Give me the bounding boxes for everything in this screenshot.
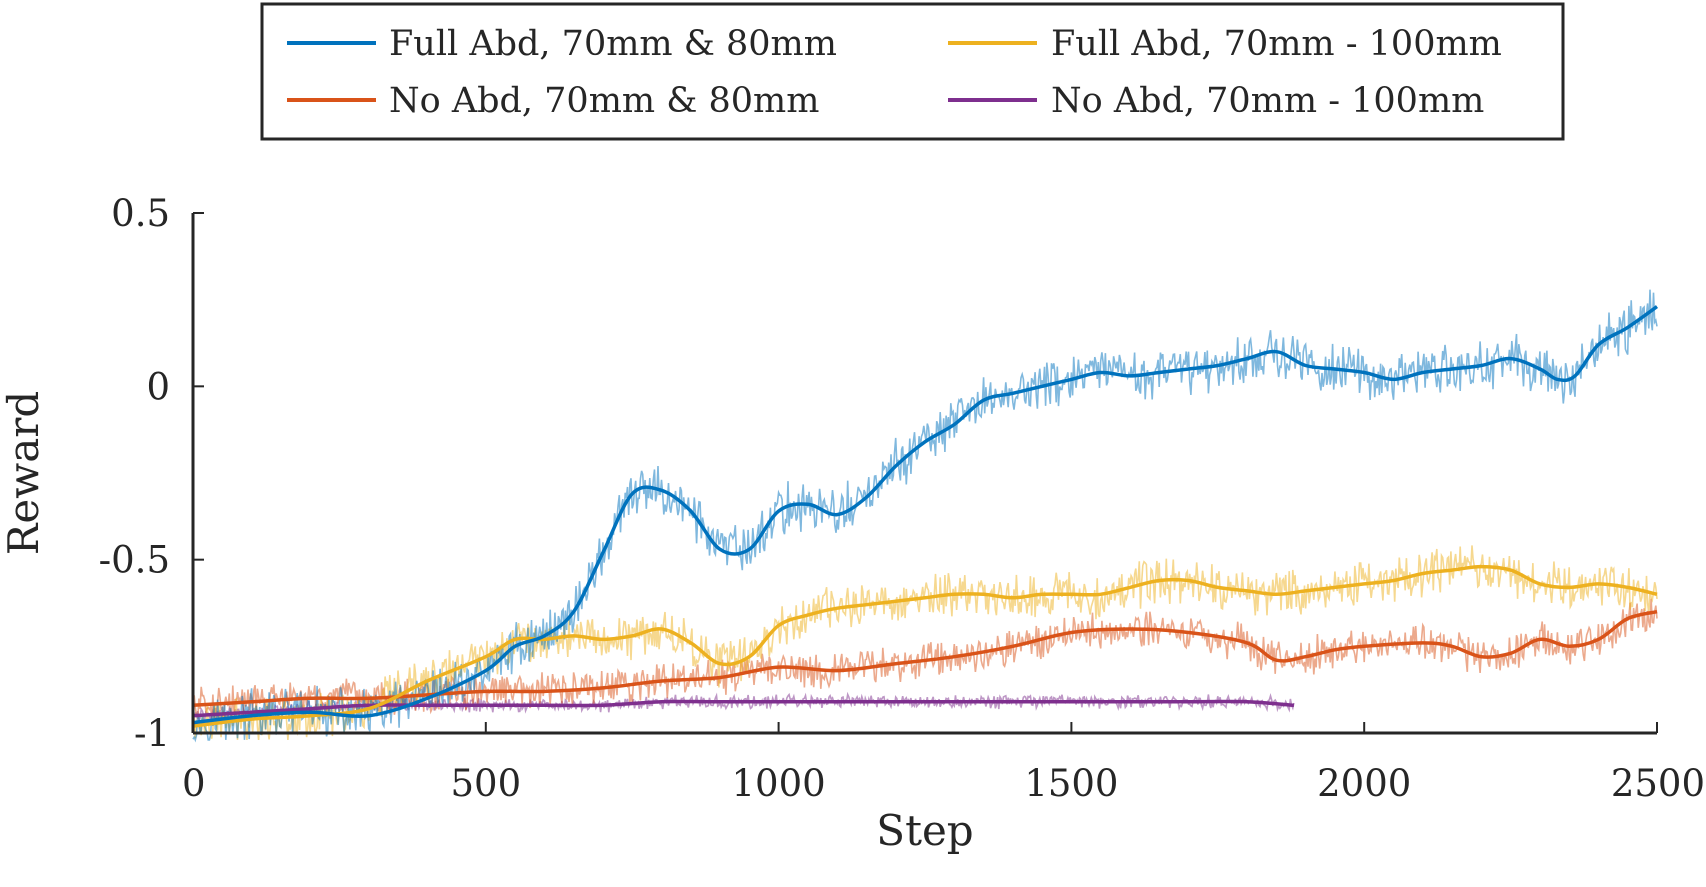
y-tick-label: 0: [146, 365, 170, 408]
legend-label-full-abd-70-100: Full Abd, 70mm - 100mm: [1051, 24, 1502, 64]
raw-line-full-abd-70-80: [192, 289, 1658, 743]
smoothed-line-full-abd-70-100: [192, 564, 1658, 728]
legend-label-no-abd-70-80: No Abd, 70mm & 80mm: [389, 81, 819, 121]
raw-series-layer: [192, 289, 1658, 743]
smoothed-series-layer: [192, 305, 1659, 728]
smoothed-line-no-abd-70-80: [192, 609, 1658, 708]
x-tick-label: 0: [182, 762, 206, 805]
x-tick-label: 500: [450, 762, 521, 805]
smoothed-line-no-abd-70-100: [192, 699, 1295, 718]
y-tick-label: -0.5: [99, 539, 170, 582]
smoothed-line-full-abd-70-80: [192, 305, 1659, 725]
y-axis-label: Reward: [0, 391, 48, 555]
legend-label-full-abd-70-80: Full Abd, 70mm & 80mm: [389, 24, 837, 64]
y-tick-label: -1: [134, 712, 170, 755]
legend-box: [260, 2, 1565, 141]
legend-label-no-abd-70-100: No Abd, 70mm - 100mm: [1051, 81, 1484, 121]
y-tick-label: 0.5: [111, 192, 170, 235]
x-axis-label: Step: [876, 806, 973, 855]
legend: Full Abd, 70mm & 80mm Full Abd, 70mm - 1…: [260, 2, 1565, 141]
x-tick-label: 2000: [1317, 762, 1411, 805]
x-ticks: 0 500 1000 1500 2000 2500: [182, 722, 1705, 805]
x-tick-label: 2500: [1611, 762, 1705, 805]
y-ticks: -1 -0.5 0 0.5: [99, 192, 204, 755]
x-tick-label: 1500: [1024, 762, 1118, 805]
x-tick-label: 1000: [732, 762, 826, 805]
